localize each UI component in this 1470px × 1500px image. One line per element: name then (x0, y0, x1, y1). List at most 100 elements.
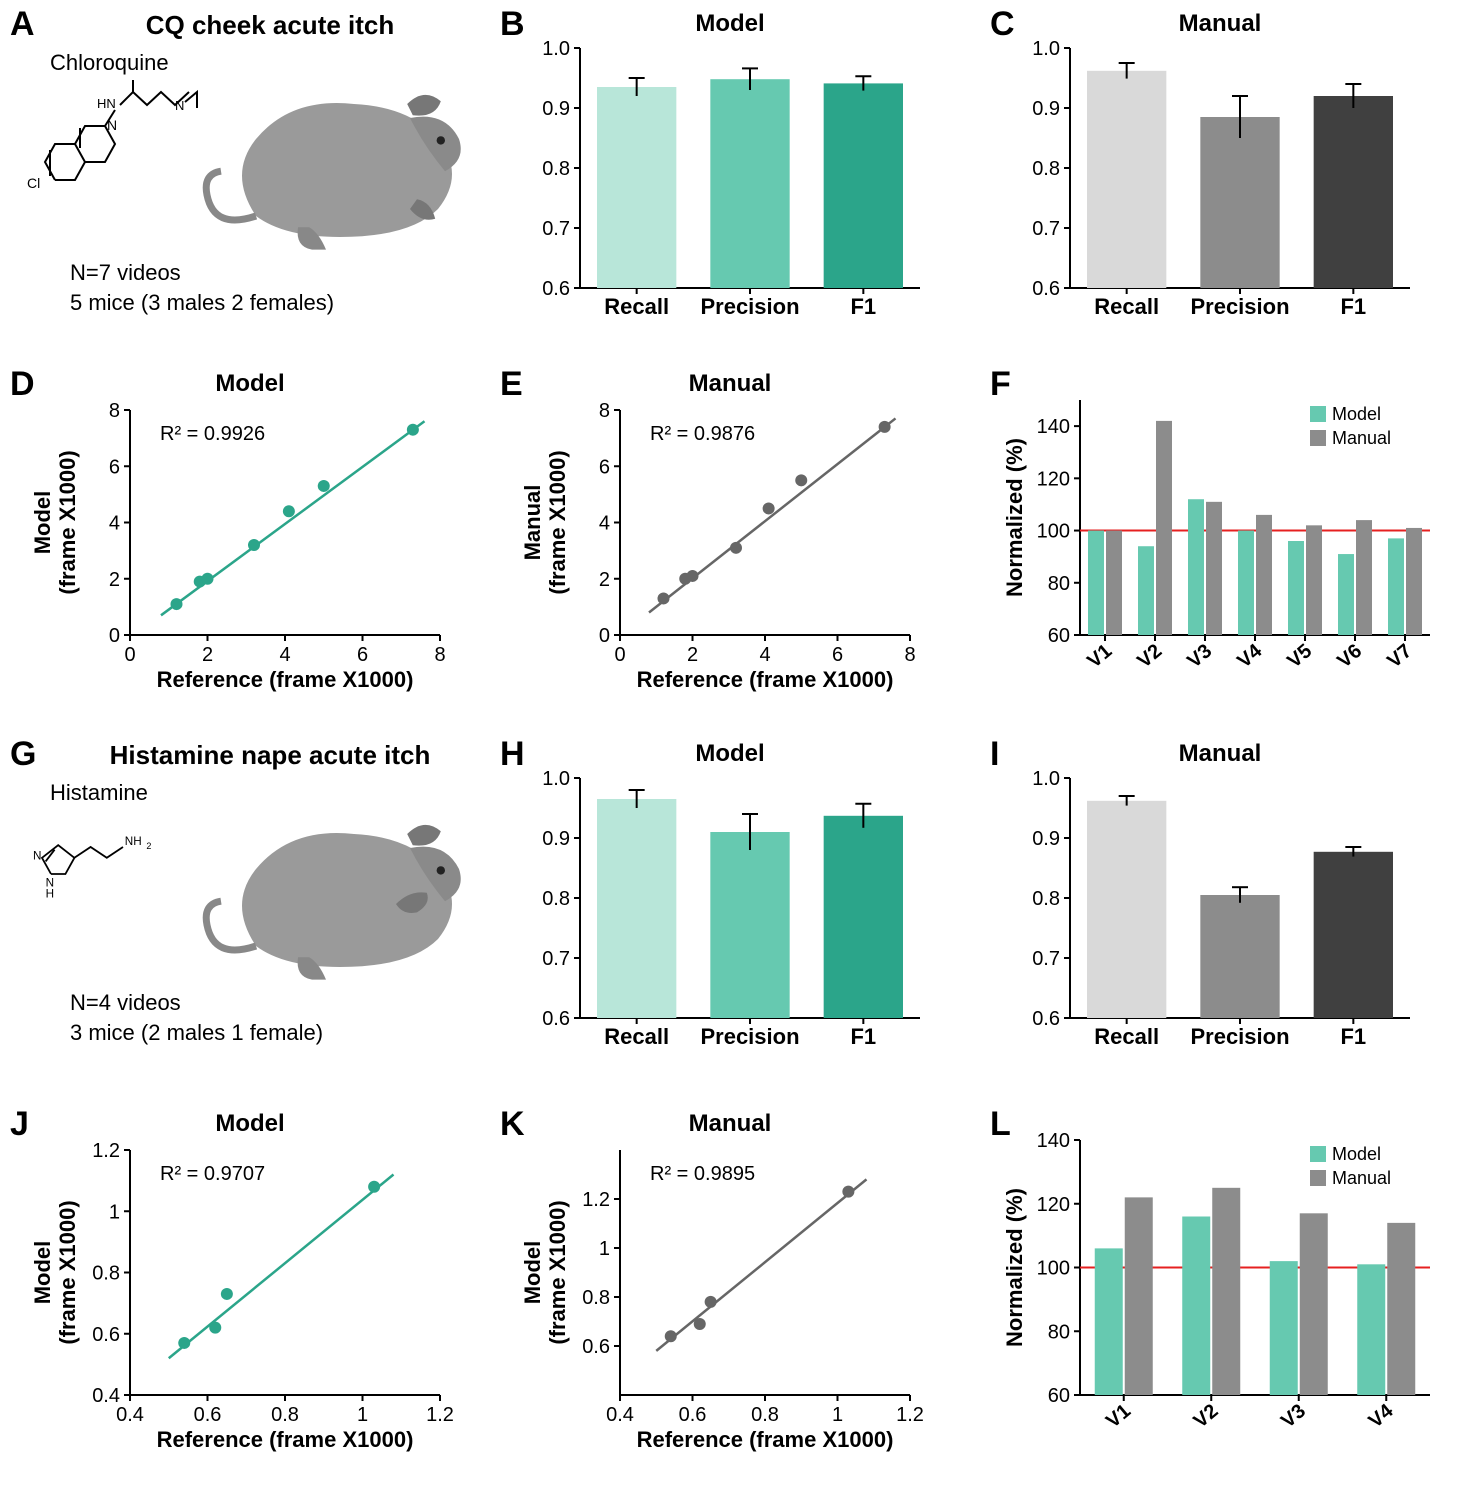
svg-text:N: N (33, 850, 41, 863)
svg-text:0: 0 (124, 644, 135, 666)
svg-text:1.0: 1.0 (1032, 768, 1060, 790)
svg-text:2: 2 (146, 841, 151, 851)
svg-text:0.6: 0.6 (582, 1336, 610, 1358)
svg-text:120: 120 (1037, 1194, 1070, 1216)
svg-text:NH: NH (125, 835, 142, 848)
svg-text:Model: Model (1332, 1144, 1381, 1164)
svg-text:Normalized (%): Normalized (%) (1002, 1188, 1027, 1347)
svg-text:0.8: 0.8 (542, 888, 570, 910)
svg-text:0.7: 0.7 (1032, 948, 1060, 970)
svg-text:1.0: 1.0 (542, 38, 570, 60)
svg-text:0.6: 0.6 (194, 1404, 222, 1426)
svg-text:R² = 0.9895: R² = 0.9895 (650, 1163, 755, 1185)
svg-text:Recall: Recall (1094, 1024, 1159, 1049)
svg-text:0.9: 0.9 (1032, 98, 1060, 120)
n-mice: 3 mice (2 males 1 female) (70, 1020, 323, 1046)
scatter-K: 0.40.60.811.20.60.811.2R² = 0.9895Refere… (510, 1110, 950, 1470)
svg-text:Normalized (%): Normalized (%) (1002, 438, 1027, 597)
svg-text:Model: Model (30, 1241, 55, 1305)
svg-text:1.0: 1.0 (542, 768, 570, 790)
description-panel-G: Histamine nape acute itchHistamineNNHNH2… (20, 740, 480, 1080)
bar-chart-B: 0.60.70.80.91.0RecallPrecisionF1 (510, 10, 950, 350)
svg-text:(frame X1000): (frame X1000) (55, 450, 80, 594)
n-videos: N=4 videos (70, 990, 181, 1016)
svg-text:0.6: 0.6 (542, 1008, 570, 1030)
svg-text:0.6: 0.6 (679, 1404, 707, 1426)
svg-text:140: 140 (1037, 416, 1070, 438)
svg-text:N: N (175, 98, 184, 113)
svg-text:(frame X1000): (frame X1000) (55, 1200, 80, 1344)
svg-text:1.2: 1.2 (92, 1140, 120, 1162)
svg-text:Precision: Precision (700, 1024, 799, 1049)
svg-text:2: 2 (599, 569, 610, 591)
svg-text:0.6: 0.6 (1032, 278, 1060, 300)
svg-text:R² = 0.9707: R² = 0.9707 (160, 1163, 265, 1185)
svg-text:(frame X1000): (frame X1000) (545, 1200, 570, 1344)
description-panel-A: CQ cheek acute itchChloroquineClNHNNN=7 … (20, 10, 480, 350)
svg-text:Model: Model (520, 1241, 545, 1305)
svg-text:Manual: Manual (1332, 428, 1391, 448)
svg-text:R² = 0.9876: R² = 0.9876 (650, 423, 755, 445)
svg-text:Recall: Recall (1094, 294, 1159, 319)
bar-chart-C: 0.60.70.80.91.0RecallPrecisionF1 (1000, 10, 1440, 350)
svg-text:HN: HN (97, 96, 116, 111)
svg-text:V2: V2 (1190, 1400, 1223, 1433)
svg-text:V3: V3 (1277, 1400, 1310, 1433)
svg-text:60: 60 (1048, 1385, 1070, 1407)
svg-text:V3: V3 (1183, 640, 1216, 673)
svg-text:2: 2 (202, 644, 213, 666)
svg-text:V4: V4 (1365, 1399, 1399, 1432)
svg-text:V2: V2 (1133, 640, 1166, 673)
svg-text:0.6: 0.6 (92, 1324, 120, 1346)
svg-text:4: 4 (599, 513, 610, 535)
svg-text:0.8: 0.8 (1032, 888, 1060, 910)
svg-text:Reference (frame X1000): Reference (frame X1000) (157, 667, 414, 692)
svg-text:8: 8 (109, 400, 120, 422)
panel-title: Histamine nape acute itch (60, 740, 480, 771)
compound-name: Chloroquine (50, 50, 169, 76)
svg-text:1.0: 1.0 (1032, 38, 1060, 60)
svg-text:0.4: 0.4 (606, 1404, 634, 1426)
svg-text:60: 60 (1048, 625, 1070, 647)
svg-text:80: 80 (1048, 1321, 1070, 1343)
svg-text:V1: V1 (1083, 640, 1116, 673)
svg-text:0: 0 (614, 644, 625, 666)
svg-text:0.6: 0.6 (1032, 1008, 1060, 1030)
svg-text:0.8: 0.8 (1032, 158, 1060, 180)
svg-text:2: 2 (109, 569, 120, 591)
svg-text:V6: V6 (1333, 640, 1366, 673)
svg-text:Recall: Recall (604, 1024, 669, 1049)
svg-text:100: 100 (1037, 521, 1070, 543)
svg-text:4: 4 (759, 644, 770, 666)
mouse-illustration (200, 60, 480, 260)
svg-text:100: 100 (1037, 1258, 1070, 1280)
svg-text:F1: F1 (1340, 294, 1366, 319)
svg-text:0.8: 0.8 (92, 1263, 120, 1285)
scatter-J: 0.40.60.811.20.40.60.811.2R² = 0.9707Ref… (20, 1110, 480, 1470)
svg-text:0: 0 (109, 625, 120, 647)
svg-text:0.7: 0.7 (542, 218, 570, 240)
svg-text:0.7: 0.7 (542, 948, 570, 970)
svg-text:Reference (frame X1000): Reference (frame X1000) (637, 667, 894, 692)
svg-text:Model: Model (30, 491, 55, 555)
svg-text:0.8: 0.8 (751, 1404, 779, 1426)
svg-text:V5: V5 (1283, 640, 1316, 673)
svg-text:Manual: Manual (520, 485, 545, 561)
svg-text:0.4: 0.4 (116, 1404, 144, 1426)
bar-chart-H: 0.60.70.80.91.0RecallPrecisionF1 (510, 740, 950, 1080)
n-mice: 5 mice (3 males 2 females) (70, 290, 334, 316)
svg-text:1: 1 (109, 1201, 120, 1223)
scatter-D: 0246802468R² = 0.9926Reference (frame X1… (20, 370, 480, 710)
svg-text:Precision: Precision (1190, 294, 1289, 319)
compound-name: Histamine (50, 780, 148, 806)
svg-text:4: 4 (109, 513, 120, 535)
svg-text:(frame X1000): (frame X1000) (545, 450, 570, 594)
svg-text:Manual: Manual (1332, 1168, 1391, 1188)
chloroquine-structure: ClNHNN (20, 80, 210, 220)
svg-text:0.8: 0.8 (542, 158, 570, 180)
svg-text:0.8: 0.8 (582, 1287, 610, 1309)
svg-text:8: 8 (904, 644, 915, 666)
svg-text:1: 1 (599, 1238, 610, 1260)
grouped-bar-L: 6080100120140V1V2V3V4Normalized (%)Model… (1000, 1110, 1450, 1470)
svg-text:6: 6 (357, 644, 368, 666)
